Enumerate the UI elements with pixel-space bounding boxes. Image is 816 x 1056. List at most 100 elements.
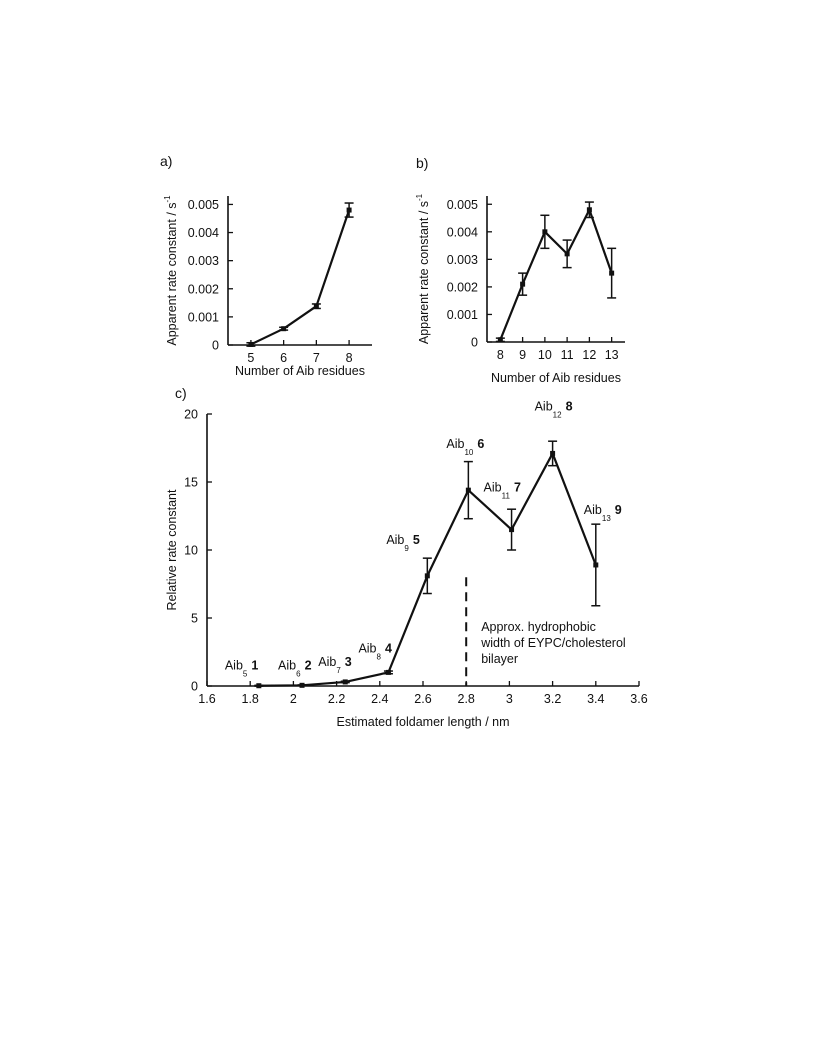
panel-b-x-tick-label: 13 [605,348,619,362]
panel-c-x-tick-label: 2.8 [458,692,475,706]
panel-c-data-point [299,682,305,688]
panel-c-point-label-sub: 10 [464,448,473,457]
panel-b-x-tick-label: 11 [561,348,574,362]
panel-c-x-tick-label: 2 [290,692,297,706]
panel-c-point-label: Aib73 [318,655,352,675]
panel-c-x-tick-label: 3.6 [630,692,647,706]
panel-c-y-tick-label: 10 [184,544,198,558]
panel-c-point-label-sub: 6 [296,669,301,678]
panel-c-data-point [424,573,430,579]
panel-c-point-label-prefix: Aib [446,437,464,451]
panel-a-series-line [250,209,351,346]
panel-a: a) 0 0.001 0.002 0.003 0.004 0.005 5 6 7 8Number … [160,153,372,378]
panel-c-point-label: Aib84 [358,641,392,661]
panel-c-x-tick-label: 3.2 [544,692,561,706]
panel-a-y-tick-label: 0 [212,339,219,353]
panel-c-x-tick-label: 3 [506,692,513,706]
panel-c-point-label-num: 1 [251,659,258,673]
panel-b-y-tick-label: 0.002 [447,280,478,294]
panel-c-label: c) [175,385,187,401]
panel-c-point-label: Aib117 [484,481,521,501]
panel-b-y-axis-label: Apparent rate constant / s-1 [415,193,431,344]
panel-b-x-axis-label: Number of Aib residues [491,371,621,385]
panel-c-annotation-line: width of EYPC/cholesterol [480,636,626,650]
panel-c-data-point [550,450,556,456]
panel-c-point-label-prefix: Aib [225,659,243,673]
panel-c-x-axis-label: Estimated foldamer length / nm [337,715,510,729]
panel-c-point-label-num: 4 [385,641,392,655]
panel-c-point-label-num: 5 [413,533,420,547]
panel-c-point-label: Aib51 [225,659,259,679]
panel-c-x-tick-label: 1.6 [198,692,215,706]
panel-c-point-label-num: 7 [514,481,521,495]
panel-c-point-label-num: 6 [477,437,484,451]
panel-c-y-tick-label: 5 [191,612,198,626]
panel-c-y-tick-label: 0 [191,680,198,694]
panel-c-point-label-sub: 9 [404,544,409,553]
panel-b-data-point [564,251,570,257]
panel-c-data-point [593,562,599,568]
panel-b-y-axis-label-sup: -1 [415,193,424,201]
panel-c-point-label: Aib10 6 [446,437,484,457]
panel-a-data-point [281,326,287,332]
panel-a-data-point [248,341,254,347]
panel-b-series-line [499,208,613,341]
panel-c-point-label-sub: 13 [602,514,611,523]
panel-c-data-point [465,487,471,493]
panel-c-point-label-num: 8 [566,399,573,413]
panel-c-point-label-sub: 11 [502,492,511,501]
panel-c-point-label-sub: 8 [377,652,382,661]
panel-c-point-label-num: 2 [305,658,312,672]
panel-b-data-point [609,270,615,276]
panel-a-y-axis-label: Apparent rate constant / s-1 [163,195,179,346]
panel-b-data-point [497,337,503,343]
panel-b-data-point [586,207,592,213]
panel-a-x-tick-label: 5 [247,351,254,365]
panel-c-data-point [509,527,515,533]
panel-c-point-label-prefix: Aib [278,658,296,672]
panel-b-y-tick-label: 0.003 [447,253,478,267]
panel-c-data-point [256,683,262,689]
panel-a-y-tick-label: 0.003 [188,254,219,268]
panel-c-point-label: Aib95 [386,533,420,553]
panel-c-point-label-prefix: Aib [484,481,502,495]
panel-b-data-point [520,281,526,287]
panel-c-x-tick-label: 2.6 [414,692,431,706]
panel-a-y-tick-label: 0.005 [188,198,219,212]
panel-c-data-point [385,669,391,675]
panel-c-point-label: Aib12 8 [535,399,573,419]
panel-c-annotation-line: Approx. hydrophobic [481,620,596,634]
panel-c-point-label-sub: 12 [553,410,562,419]
panel-c-data-point [342,679,348,685]
panel-b-y-tick-label: 0.001 [447,308,478,322]
panel-b-x-tick-label: 10 [538,348,552,362]
panel-b-data-point [542,229,548,235]
panel-b: b) 0 0.001 0.002 0.003 0.004 0.005 8 9 10 11 12 13 N… [415,155,625,385]
panel-a-y-axis-label-sup: -1 [163,195,172,203]
panel-c-y-tick-label: 15 [184,476,198,490]
panel-a-data-point [346,207,352,213]
panel-a-x-tick-label: 7 [313,351,320,365]
panel-c-point-label-num: 9 [615,503,622,517]
panel-b-y-tick-label: 0.004 [447,225,478,239]
panel-c-x-tick-label: 2.4 [371,692,388,706]
panel-c-x-tick-label: 3.4 [587,692,604,706]
panel-c-point-label: Aib62 [278,658,312,678]
panel-c-x-tick-label: 1.8 [242,692,259,706]
panel-c-point-label-prefix: Aib [386,533,404,547]
panel-b-y-tick-label: 0.005 [447,198,478,212]
panel-c-y-axis-label: Relative rate constant [165,489,179,610]
panel-c-point-label-num: 3 [345,655,352,669]
panel-a-x-tick-label: 6 [280,351,287,365]
panel-c-point-label-prefix: Aib [584,503,602,517]
panel-c-point-label-sub: 7 [336,666,341,675]
panel-c-point-label-prefix: Aib [318,655,336,669]
panel-c-point-label-prefix: Aib [535,399,553,413]
panel-c-annotation-line: bilayer [481,652,518,666]
panel-c-point-label-sub: 5 [243,670,248,679]
panel-c-point-label: Aib13 9 [584,503,622,523]
panel-a-x-axis-label: Number of Aib residues [235,364,365,378]
panel-b-y-tick-label: 0 [471,336,478,350]
